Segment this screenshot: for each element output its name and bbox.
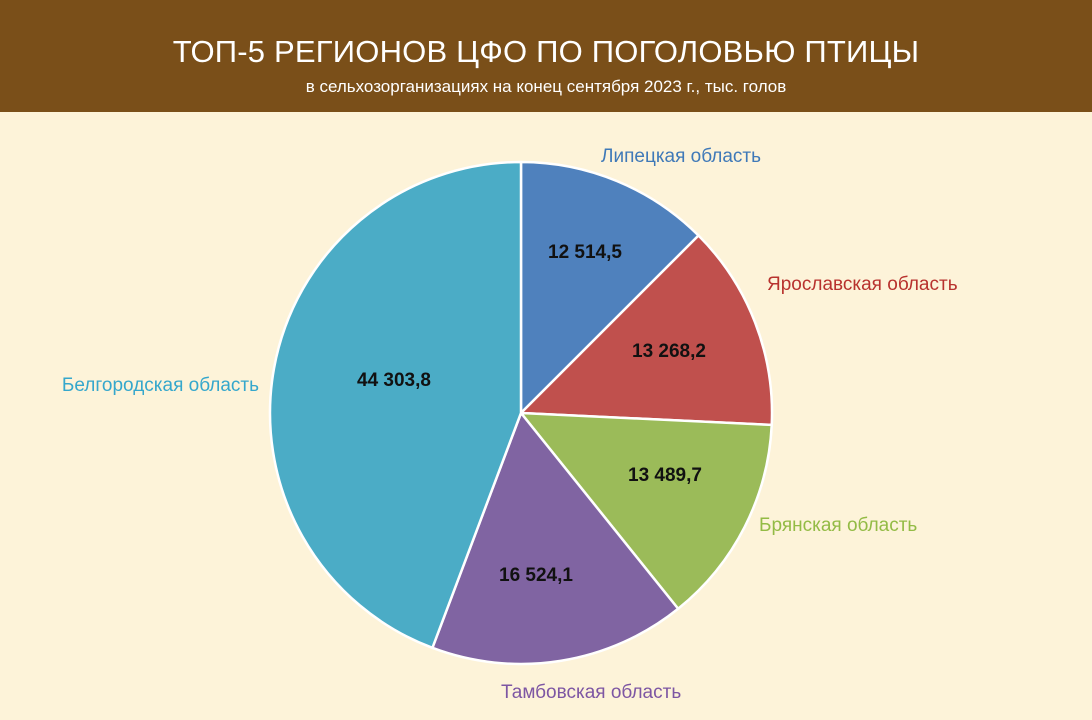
category-label-yaroslavl: Ярославская область [767, 274, 958, 295]
value-label-bryansk: 13 489,7 [628, 465, 702, 486]
pie-slice-belgorod [268, 160, 523, 650]
pie-slice-bryansk [519, 411, 773, 610]
pie-slice-lipetsk [519, 160, 700, 415]
category-label-lipetsk: Липецкая область [601, 146, 761, 167]
category-label-bryansk: Брянская область [759, 515, 917, 536]
chart-area: 12 514,5 Липецкая область 13 268,2 Ярославс… [0, 112, 1092, 720]
pie-slice-tambov [431, 411, 680, 666]
category-label-belgorod: Белгородская область [62, 375, 259, 396]
value-label-belgorod: 44 303,8 [357, 370, 431, 391]
pie-slice-yaroslavl [519, 234, 774, 427]
title-banner: ТОП-5 РЕГИОНОВ ЦФО ПО ПОГОЛОВЬЮ ПТИЦЫ в … [0, 0, 1092, 112]
category-label-tambov: Тамбовская область [501, 682, 681, 703]
pie-chart: 12 514,5 Липецкая область 13 268,2 Ярославс… [62, 146, 958, 703]
chart-title: ТОП-5 РЕГИОНОВ ЦФО ПО ПОГОЛОВЬЮ ПТИЦЫ [172, 34, 920, 69]
value-label-lipetsk: 12 514,5 [548, 242, 622, 263]
value-label-yaroslavl: 13 268,2 [632, 341, 706, 362]
chart-subtitle: в сельхозорганизациях на конец сентября … [305, 77, 787, 96]
value-label-tambov: 16 524,1 [499, 565, 573, 586]
